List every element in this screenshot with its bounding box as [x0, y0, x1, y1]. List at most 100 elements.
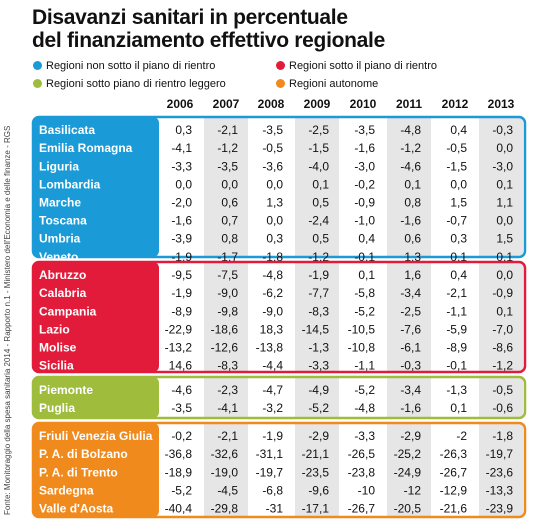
cell-value: -8,9 — [171, 304, 192, 318]
chart-title-line2: del finanziamento effettivo regionale — [32, 29, 385, 52]
cell-value: 14,6 — [169, 359, 193, 373]
cell-value: -1,2 — [217, 141, 238, 155]
cell-value: -1,5 — [446, 159, 467, 173]
cell-value: -29,8 — [211, 501, 239, 515]
cell-value: -6,2 — [262, 286, 283, 300]
column-shade — [479, 117, 523, 257]
cell-value: -25,2 — [394, 447, 422, 461]
cell-value: -1,3 — [446, 383, 467, 397]
cell-value: -1,6 — [400, 401, 421, 415]
cell-value: 1,1 — [496, 195, 513, 209]
column-header-2011: 2011 — [396, 97, 422, 111]
cell-value: -1,2 — [308, 250, 329, 264]
cell-value: 0,0 — [266, 214, 283, 228]
cell-value: -3,5 — [217, 159, 238, 173]
column-header-2010: 2010 — [350, 97, 377, 111]
row-label: P. A. di Trento — [39, 465, 118, 479]
cell-value: -1,2 — [492, 359, 513, 373]
cell-value: -4,6 — [171, 383, 192, 397]
cell-value: -2,5 — [400, 304, 421, 318]
cell-value: 0,0 — [221, 177, 238, 191]
column-header-2006: 2006 — [167, 97, 194, 111]
cell-value: -31 — [266, 501, 284, 515]
cell-value: -4,8 — [262, 268, 283, 282]
cell-value: -4,7 — [262, 383, 283, 397]
cell-value: -17,1 — [302, 501, 330, 515]
cell-value: -19,7 — [486, 447, 514, 461]
row-label: Sicilia — [39, 359, 74, 373]
cell-value: -3,6 — [262, 159, 283, 173]
cell-value: 0,0 — [496, 214, 513, 228]
cell-value: -2,4 — [308, 214, 329, 228]
cell-value: -3,0 — [354, 159, 375, 173]
cell-value: -23,8 — [348, 465, 376, 479]
column-shade — [204, 377, 248, 418]
row-label: Puglia — [39, 401, 75, 415]
column-header-2013: 2013 — [488, 97, 515, 111]
group-label-panel — [33, 377, 159, 418]
cell-value: -1,5 — [308, 141, 329, 155]
cell-value: -9,0 — [262, 304, 283, 318]
cell-value: -3,5 — [262, 123, 283, 137]
cell-value: -9,0 — [217, 286, 238, 300]
chart-title: Disavanzi sanitari in percentuale del fi… — [32, 6, 532, 52]
cell-value: 0,4 — [358, 232, 375, 246]
cell-value: -0,7 — [446, 214, 467, 228]
row-label: Piemonte — [39, 383, 93, 397]
cell-value: -5,2 — [354, 304, 375, 318]
cell-value: -3,0 — [492, 159, 513, 173]
legend-label: Regioni sotto piano di rientro leggero — [46, 78, 226, 90]
cell-value: 0,6 — [404, 232, 421, 246]
cell-value: -6,1 — [400, 340, 421, 354]
cell-value: -20,5 — [394, 501, 422, 515]
cell-value: -8,6 — [492, 340, 513, 354]
cell-value: -3,5 — [354, 123, 375, 137]
cell-value: -7,5 — [217, 268, 238, 282]
cell-value: 0,0 — [266, 177, 283, 191]
column-shade — [295, 423, 339, 517]
cell-value: -10,5 — [348, 322, 376, 336]
cell-value: -13,8 — [256, 340, 284, 354]
cell-value: -0,3 — [400, 359, 421, 373]
cell-value: -1,9 — [171, 286, 192, 300]
cell-value: -19,7 — [256, 465, 284, 479]
cell-value: -40,4 — [165, 501, 193, 515]
row-label: Toscana — [39, 214, 87, 228]
row-label: Liguria — [39, 159, 79, 173]
cell-value: -1,9 — [171, 250, 192, 264]
cell-value: -3,5 — [171, 401, 192, 415]
cell-value: -4,6 — [400, 159, 421, 173]
cell-value: -1,6 — [400, 214, 421, 228]
cell-value: 0,3 — [266, 232, 283, 246]
legend-label: Regioni sotto il piano di rientro — [289, 60, 437, 72]
cell-value: -21,6 — [440, 501, 468, 515]
cell-value: 0,1 — [358, 268, 375, 282]
cell-value: -23,6 — [486, 465, 514, 479]
legend-item-piano: Regioni sotto il piano di rientro — [276, 60, 437, 72]
cell-value: -0,1 — [446, 359, 467, 373]
group-label-panel — [33, 117, 159, 257]
cell-value: -4,5 — [217, 483, 238, 497]
row-label: Lombardia — [39, 177, 101, 191]
cell-value: -1,1 — [446, 304, 467, 318]
cell-value: 18,3 — [260, 322, 284, 336]
legend-label: Regioni non sotto il piano di rientro — [46, 60, 216, 72]
cell-value: -1,0 — [354, 214, 375, 228]
cell-value: -14,5 — [302, 322, 330, 336]
row-label: Sardegna — [39, 483, 94, 497]
column-header-2007: 2007 — [213, 97, 240, 111]
cell-value: -23,9 — [486, 501, 514, 515]
cell-value: -4,9 — [308, 383, 329, 397]
legend-dot — [33, 61, 42, 70]
cell-value: -0,6 — [492, 401, 513, 415]
cell-value: -18,6 — [211, 322, 239, 336]
column-shade — [295, 117, 339, 257]
legend-label: Regioni autonome — [289, 78, 379, 90]
cell-value: -7,0 — [492, 322, 513, 336]
cell-value: -4,8 — [354, 401, 375, 415]
column-shade — [204, 262, 248, 372]
cell-value: -2,9 — [400, 429, 421, 443]
cell-value: 1,5 — [496, 232, 513, 246]
cell-value: 0,1 — [496, 304, 513, 318]
cell-value: -5,8 — [354, 286, 375, 300]
